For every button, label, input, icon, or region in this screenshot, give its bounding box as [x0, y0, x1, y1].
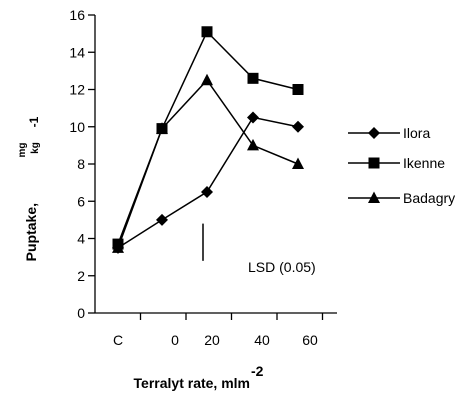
series-badagry — [112, 73, 304, 253]
data-point — [112, 241, 124, 253]
x-tick-label: C — [113, 332, 123, 348]
series-line — [117, 116, 299, 249]
y-axis-unit-denominator: kg — [30, 142, 41, 154]
y-tick-label: 0 — [77, 305, 85, 321]
x-tick-label: 60 — [302, 332, 318, 348]
legend-label-ilora: Ilora — [403, 125, 430, 141]
annotation-layer: LSD (0.05) — [202, 223, 316, 275]
y-tick-label: 16 — [69, 7, 85, 23]
y-tick-label: 4 — [77, 231, 85, 247]
legend-marker — [368, 157, 380, 169]
series-line — [117, 78, 299, 249]
lsd-label: LSD (0.05) — [248, 259, 316, 275]
data-point — [201, 26, 213, 38]
x-axis-title: Terralyt rate, mlm — [134, 375, 250, 391]
x-tick-label: 0 — [171, 332, 179, 348]
y-tick-label: 10 — [69, 119, 85, 135]
data-point — [247, 111, 259, 124]
y-axis-ticks: 0 2 4 6 8 10 12 14 16 — [69, 7, 95, 321]
y-tick-label: 14 — [69, 44, 85, 60]
data-point — [292, 157, 304, 169]
legend-label-badagry: Badagry — [403, 190, 455, 206]
data-point — [247, 72, 259, 84]
series-ikenne — [112, 26, 304, 250]
legend-marker — [368, 191, 380, 203]
y-tick-label: 8 — [77, 156, 85, 172]
y-tick-label: 6 — [77, 193, 85, 209]
x-axis-ticks: C 0 20 40 60 — [113, 313, 324, 348]
x-tick-label: 20 — [204, 332, 220, 348]
series-layer — [112, 26, 304, 254]
series-line — [117, 30, 299, 245]
legend-marker — [368, 127, 380, 139]
data-point — [201, 185, 213, 198]
x-tick-label: 40 — [254, 332, 270, 348]
data-point — [201, 73, 213, 86]
legend: Ilora Ikenne Badagry — [348, 125, 455, 206]
y-axis-title: Puptake, — [23, 203, 39, 261]
legend-label-ikenne: Ikenne — [403, 155, 445, 171]
x-axis-title-superscript: -2 — [251, 363, 264, 379]
y-axis-unit-numerator: mg — [17, 143, 28, 158]
data-point — [156, 213, 168, 226]
y-axis-unit-exponent: -1 — [27, 116, 41, 127]
data-point — [247, 138, 259, 151]
y-tick-label: 2 — [77, 268, 85, 284]
data-point — [292, 84, 304, 95]
y-tick-label: 12 — [69, 82, 85, 98]
data-point — [292, 120, 304, 133]
data-point — [156, 122, 168, 134]
